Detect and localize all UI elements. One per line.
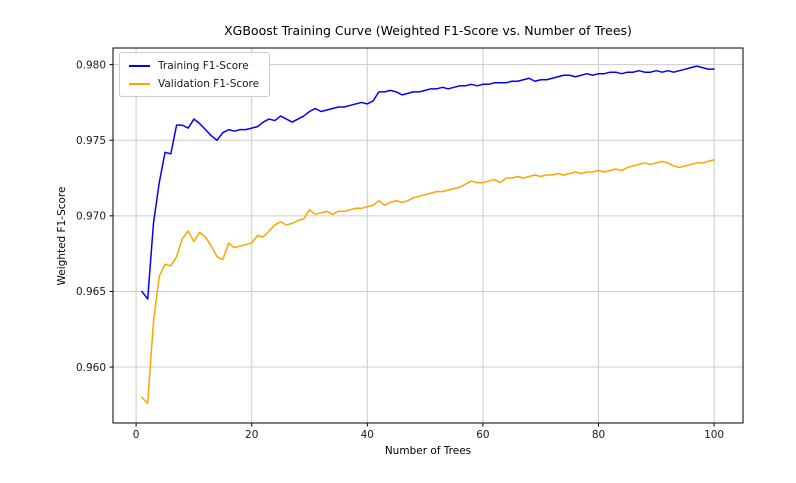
x-tick-label: 80 — [592, 429, 605, 441]
validation-line-swatch — [129, 82, 150, 85]
legend: Training F1-Score Validation F1-Score — [119, 52, 271, 97]
y-tick-label: 0.960 — [76, 362, 106, 374]
y-tick-label: 0.970 — [76, 211, 106, 223]
training-f1-score-line — [141, 65, 715, 300]
legend-label-validation: Validation F1-Score — [158, 77, 260, 90]
y-tick-label: 0.965 — [76, 286, 106, 298]
y-axis-label: Weighted F1-Score — [56, 186, 68, 286]
x-tick-label: 40 — [361, 429, 374, 441]
training-line-swatch — [129, 64, 150, 67]
axes-frame — [112, 47, 744, 424]
x-tick-label: 60 — [476, 429, 489, 441]
legend-label-training: Training F1-Score — [158, 59, 249, 72]
legend-item-validation: Validation F1-Score — [129, 76, 259, 91]
y-tick-label: 0.975 — [76, 135, 106, 147]
legend-item-training: Training F1-Score — [129, 58, 259, 73]
chart-title: XGBoost Training Curve (Weighted F1-Scor… — [224, 23, 632, 38]
validation-f1-score-line — [141, 159, 715, 405]
x-axis-label: Number of Trees — [384, 445, 472, 457]
x-tick-label: 0 — [133, 429, 140, 441]
x-tick-label: 100 — [704, 429, 724, 441]
y-tick-label: 0.980 — [76, 59, 106, 71]
x-tick-label: 20 — [245, 429, 258, 441]
